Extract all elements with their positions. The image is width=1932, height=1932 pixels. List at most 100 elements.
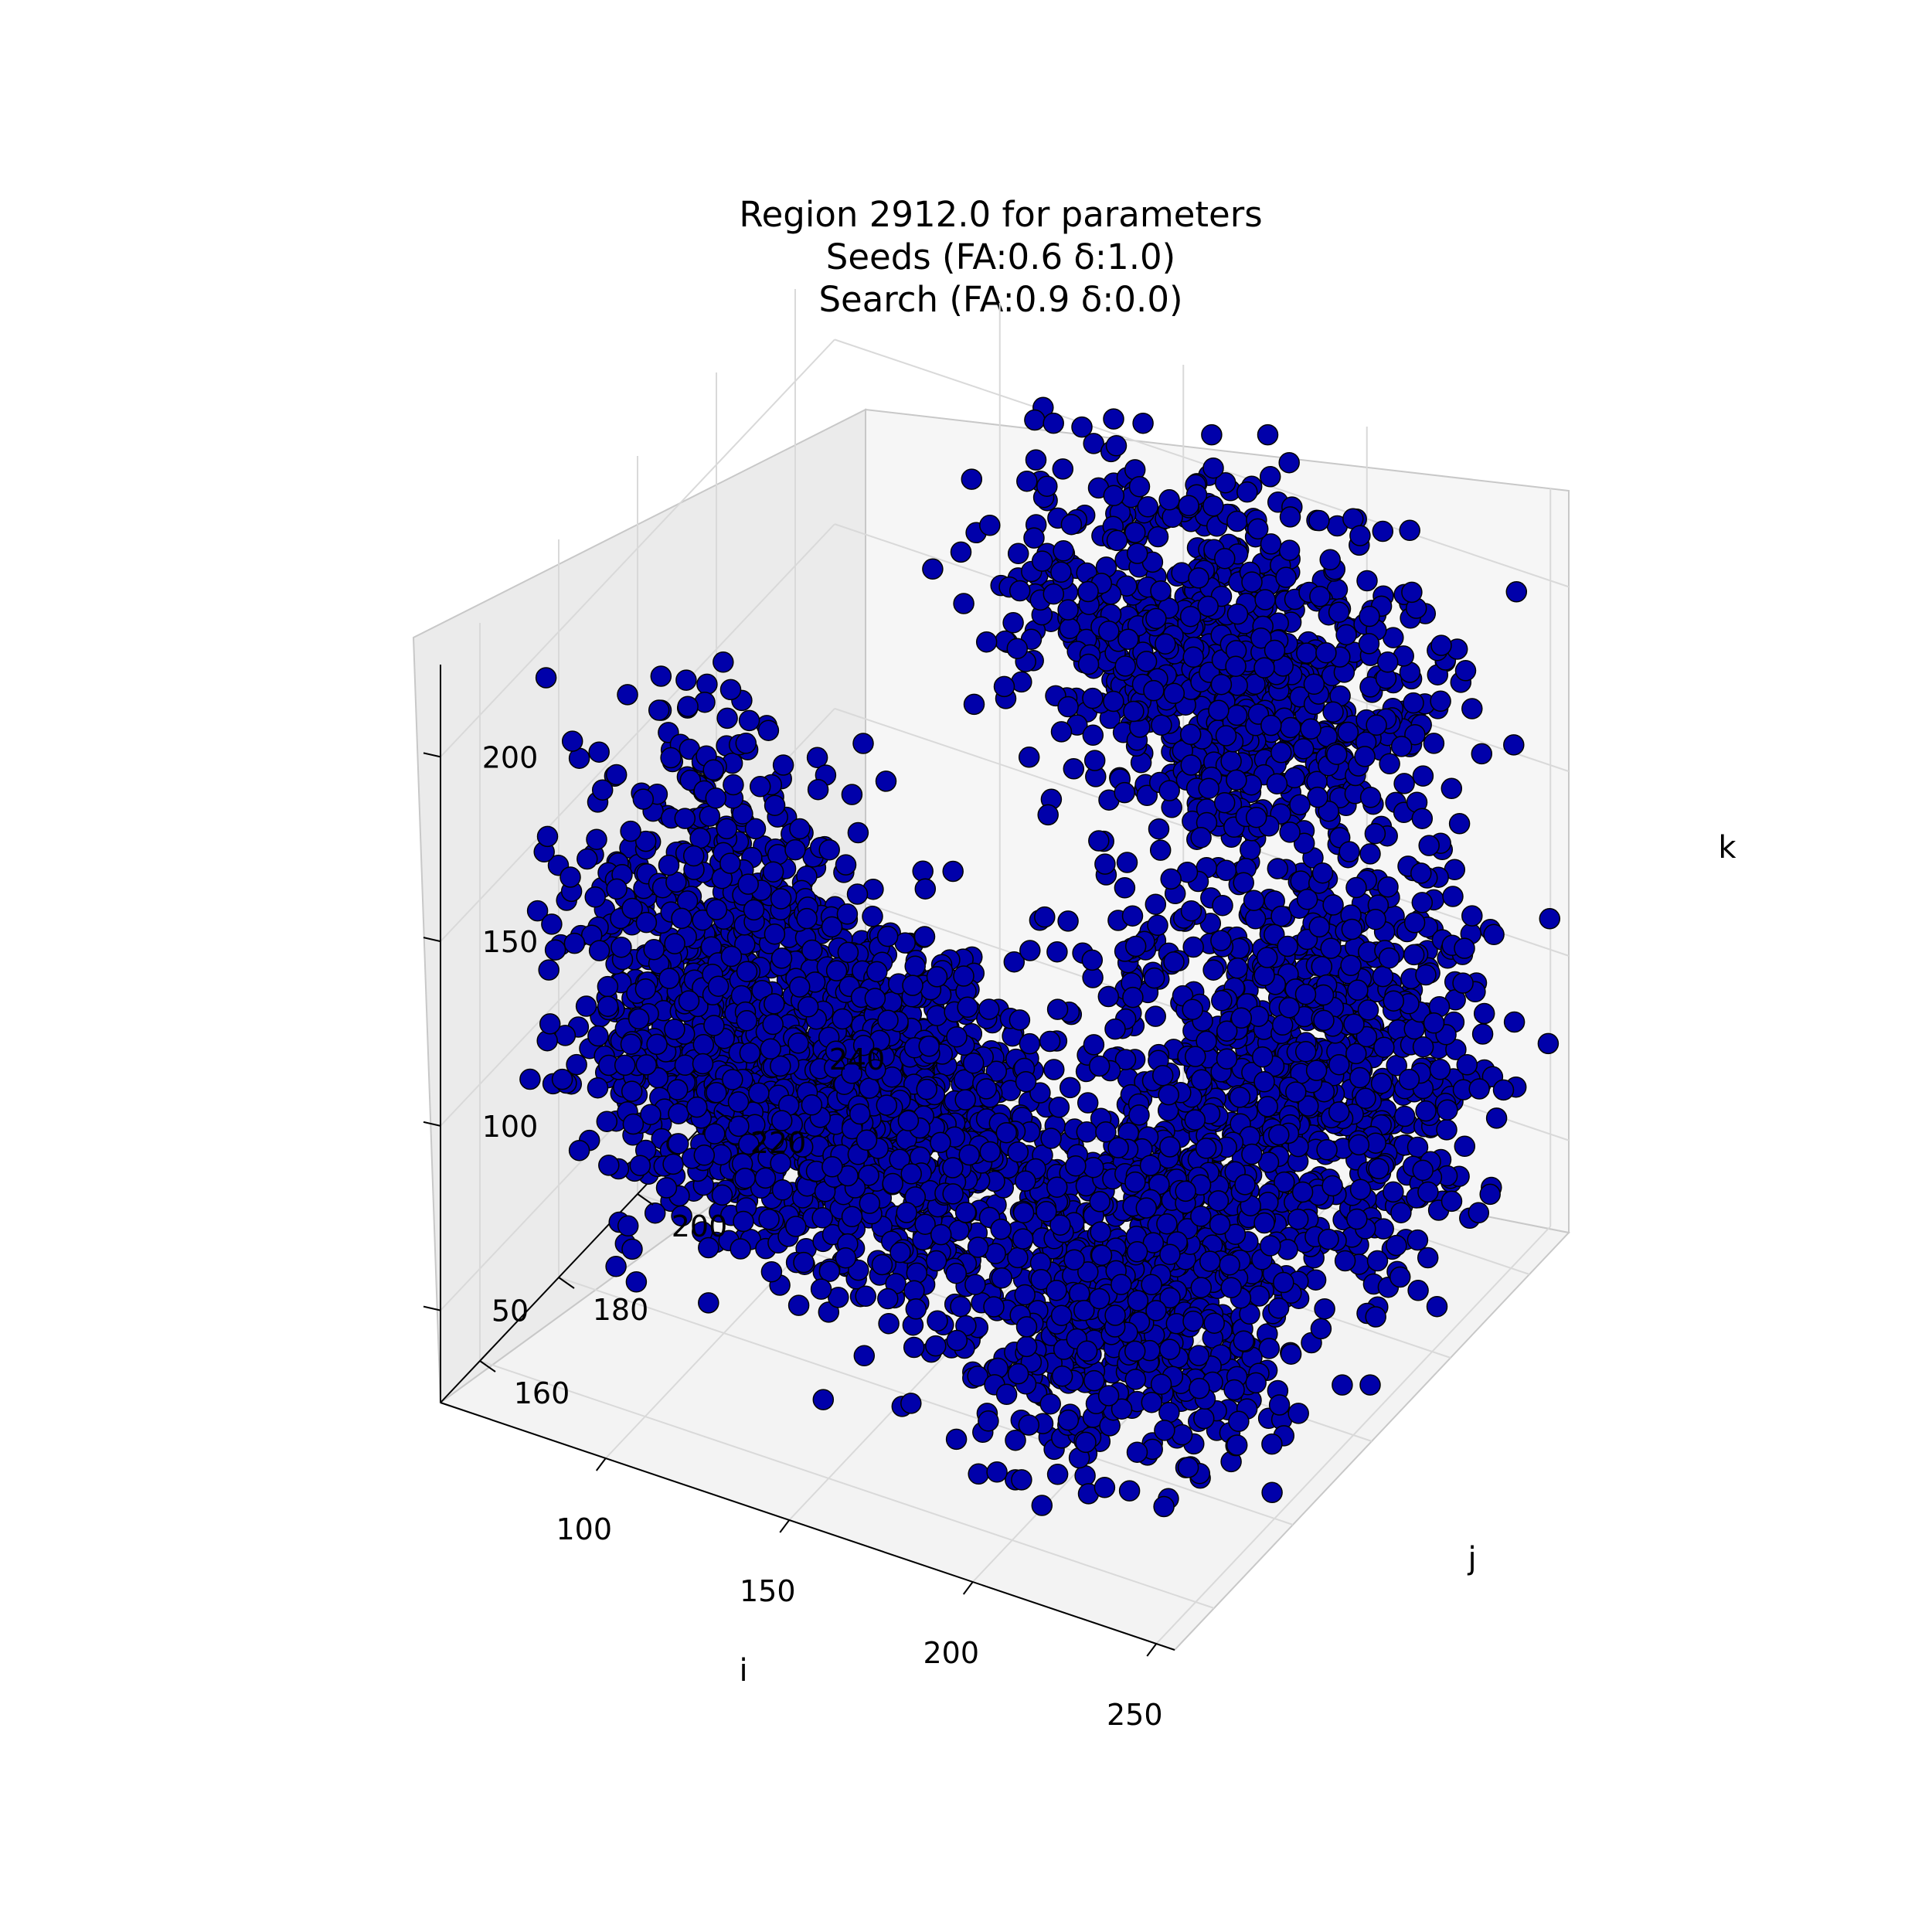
data-point <box>1452 972 1474 994</box>
data-point <box>1359 1374 1381 1396</box>
data-point <box>864 988 886 1009</box>
data-point <box>1503 734 1525 756</box>
data-point <box>1158 489 1180 511</box>
data-point <box>1245 1372 1267 1394</box>
data-point <box>1280 1343 1302 1365</box>
data-point <box>1365 1306 1386 1328</box>
data-point <box>1539 908 1561 930</box>
data-point <box>1307 786 1328 808</box>
data-point <box>1190 1069 1213 1091</box>
data-point <box>957 996 978 1019</box>
data-point <box>1207 1190 1230 1212</box>
data-point <box>1244 908 1267 930</box>
data-point <box>1135 651 1158 672</box>
data-point <box>953 965 975 987</box>
data-point <box>1379 753 1400 775</box>
data-point <box>1341 918 1363 940</box>
data-point <box>1143 679 1165 702</box>
data-point <box>1150 580 1172 602</box>
data-point <box>1216 1048 1238 1070</box>
data-point <box>986 1461 1008 1483</box>
data-point <box>1050 1304 1073 1326</box>
data-point <box>1279 506 1301 528</box>
data-point <box>1267 858 1289 879</box>
data-point <box>853 1345 876 1367</box>
data-point <box>1503 1011 1526 1033</box>
data-point <box>635 1054 658 1076</box>
data-point <box>1373 1036 1395 1059</box>
data-point <box>1151 1064 1174 1087</box>
data-point <box>1118 1480 1141 1502</box>
data-point <box>1203 1312 1225 1334</box>
data-point <box>1077 580 1099 603</box>
data-point <box>535 667 557 689</box>
data-point <box>1179 605 1202 628</box>
data-point <box>846 883 869 905</box>
data-point <box>658 968 680 989</box>
data-point <box>906 1262 928 1284</box>
data-point <box>1296 642 1318 664</box>
data-point <box>922 558 944 580</box>
data-point <box>1316 1139 1338 1161</box>
data-point <box>958 1144 980 1166</box>
data-point <box>1128 1104 1150 1126</box>
data-point <box>1201 423 1223 446</box>
data-point <box>1275 566 1297 588</box>
data-point <box>946 1026 968 1048</box>
data-point <box>634 978 657 1000</box>
data-point <box>1277 935 1298 957</box>
data-point <box>925 1250 947 1272</box>
data-point <box>801 1094 823 1116</box>
data-point <box>825 960 848 981</box>
z-tick-label: 150 <box>482 925 539 959</box>
data-point <box>871 1253 893 1276</box>
data-point <box>835 854 857 876</box>
data-point <box>954 1202 977 1223</box>
data-point <box>1182 1310 1204 1332</box>
data-point <box>1036 1201 1057 1223</box>
data-point <box>1349 525 1371 546</box>
data-point <box>1188 1345 1209 1366</box>
data-point <box>1123 700 1145 723</box>
data-point <box>1359 843 1381 865</box>
x-tick-mark <box>962 1581 974 1595</box>
data-point <box>646 1033 668 1056</box>
data-point <box>788 976 811 998</box>
data-point <box>720 945 743 968</box>
data-point <box>1145 1300 1167 1321</box>
data-point <box>1285 1081 1307 1103</box>
data-point <box>1154 1420 1175 1441</box>
data-point <box>628 1008 650 1030</box>
data-point <box>930 1223 952 1246</box>
data-point <box>1039 1393 1061 1415</box>
data-point <box>1376 651 1399 673</box>
data-point <box>568 1139 590 1162</box>
z-axis-label: k <box>1718 830 1736 866</box>
data-point <box>914 878 937 900</box>
data-point <box>596 1111 618 1132</box>
data-point <box>900 1163 922 1185</box>
data-point <box>696 673 718 696</box>
data-point <box>1158 1338 1181 1360</box>
data-point <box>926 966 948 988</box>
data-point <box>1383 1181 1404 1203</box>
data-point <box>1105 435 1128 457</box>
data-point <box>1225 655 1247 677</box>
data-point <box>1347 979 1369 1001</box>
data-point <box>1153 1495 1175 1518</box>
data-point <box>1075 1431 1097 1454</box>
data-point <box>727 1091 750 1113</box>
data-point <box>1348 1134 1370 1156</box>
data-point <box>698 1292 719 1314</box>
data-point <box>1226 704 1248 726</box>
y-axis-label: j <box>1467 1541 1476 1577</box>
data-point <box>677 696 699 717</box>
data-point <box>1215 725 1237 747</box>
data-point <box>925 1335 947 1357</box>
data-point <box>1256 947 1278 968</box>
data-point <box>1279 821 1301 843</box>
data-point <box>1088 830 1110 852</box>
data-point <box>1065 1155 1087 1177</box>
data-point <box>946 1329 968 1352</box>
data-point <box>1454 937 1475 959</box>
